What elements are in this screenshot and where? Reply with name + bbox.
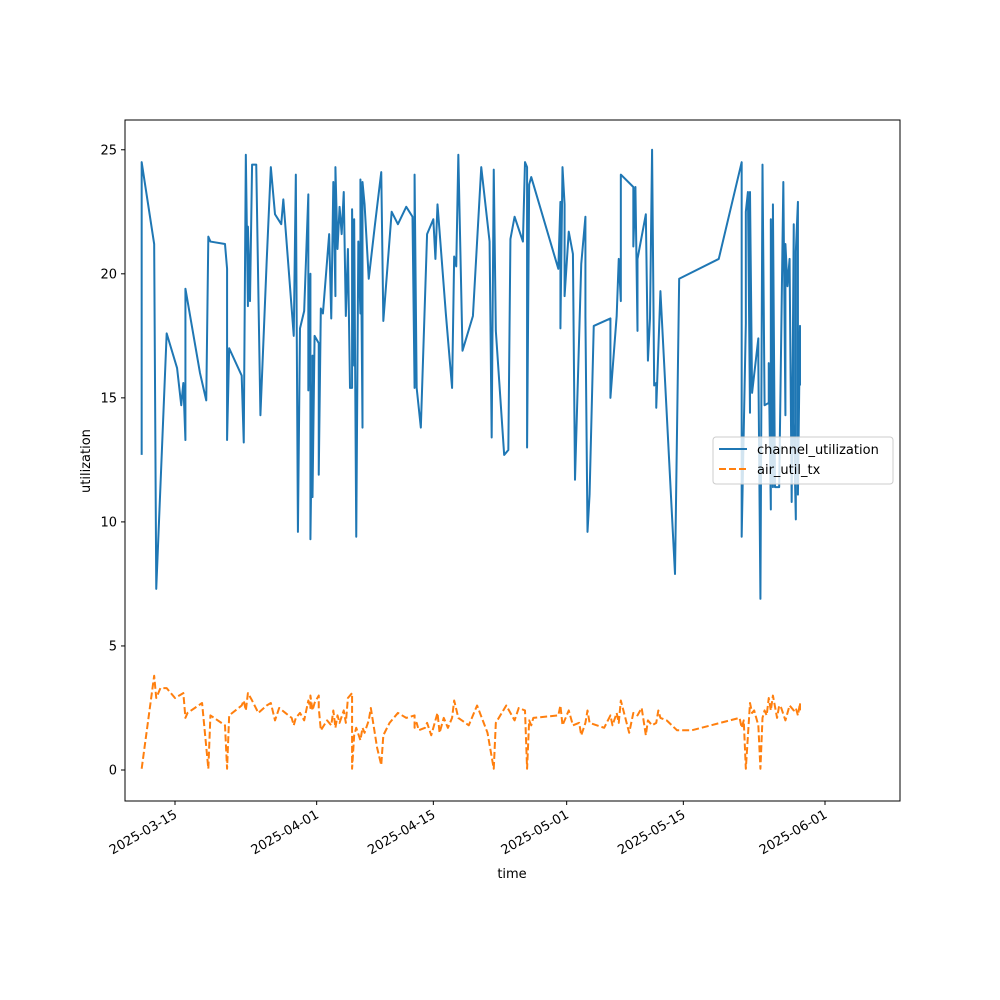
y-tick-label: 5 xyxy=(109,639,117,654)
x-axis-title: time xyxy=(497,867,526,882)
y-axis: 0 5 10 15 20 25 xyxy=(100,143,125,778)
y-tick-label: 15 xyxy=(100,391,117,406)
legend-box xyxy=(712,436,894,485)
y-tick-label: 10 xyxy=(100,515,117,530)
series-layer xyxy=(140,148,801,770)
y-axis-title: utilization xyxy=(79,429,94,493)
series-line-channel-utilization xyxy=(140,148,801,600)
series-line-air-util-tx xyxy=(140,674,801,770)
legend-label: air_util_tx xyxy=(757,463,821,478)
y-tick-label: 20 xyxy=(100,267,117,282)
plot-frame xyxy=(124,119,901,802)
y-tick-label: 25 xyxy=(100,143,117,158)
y-tick-label: 0 xyxy=(109,763,117,778)
legend-label: channel_utilization xyxy=(757,443,879,458)
legend: channel_utilization air_util_tx xyxy=(712,436,894,485)
